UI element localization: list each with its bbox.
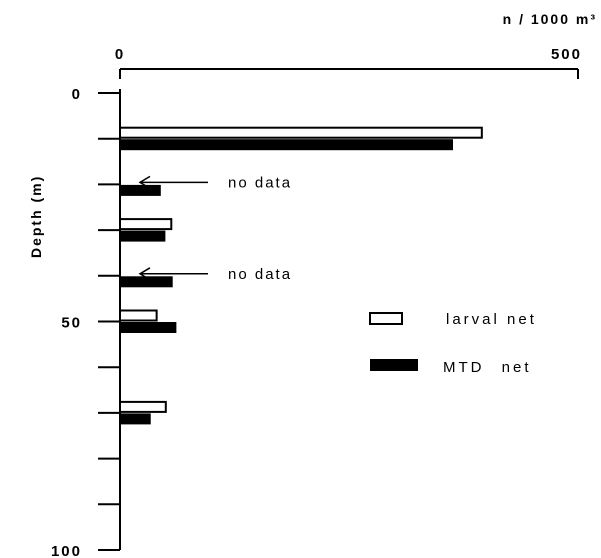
y-tick-label: 50 — [61, 315, 82, 332]
legend-swatch-larval-net — [369, 312, 403, 325]
x-axis-title: n / 1000 m³ — [503, 11, 597, 27]
y-tick-label: 0 — [72, 86, 82, 103]
bar-mtd-net — [119, 139, 454, 151]
arrow-head-icon — [138, 267, 151, 281]
no-data-label: no data — [228, 174, 292, 191]
x-tick-label: 0 — [115, 46, 125, 63]
bar-mtd-net — [119, 230, 166, 242]
bar-mtd-net — [119, 322, 177, 333]
legend-label-larval-net: larval net — [446, 311, 537, 328]
bar-larval-net — [119, 309, 158, 322]
x-tick-label: 500 — [551, 46, 582, 63]
annotations: no data no data — [138, 174, 292, 283]
legend: larval net MTD net — [369, 311, 537, 376]
no-data-annotation: no data — [138, 266, 292, 283]
bar-mtd-net — [119, 413, 151, 425]
bar-larval-net — [119, 126, 483, 139]
arrow-head-icon — [138, 175, 151, 190]
axes: 0 500 n / 1000 m³ 0 50 100 Depth (m) — [28, 11, 597, 558]
y-tick-label: 100 — [51, 543, 82, 558]
no-data-annotation: no data — [138, 174, 292, 191]
bar-larval-net — [119, 218, 173, 231]
legend-swatch-mtd-net — [370, 359, 418, 371]
no-data-label: no data — [228, 266, 292, 283]
bar-larval-net — [119, 400, 167, 413]
y-axis-title: Depth (m) — [28, 175, 44, 258]
bars — [119, 126, 483, 425]
bar-mtd-net — [119, 184, 161, 196]
legend-label-mtd-net: MTD net — [443, 359, 532, 376]
